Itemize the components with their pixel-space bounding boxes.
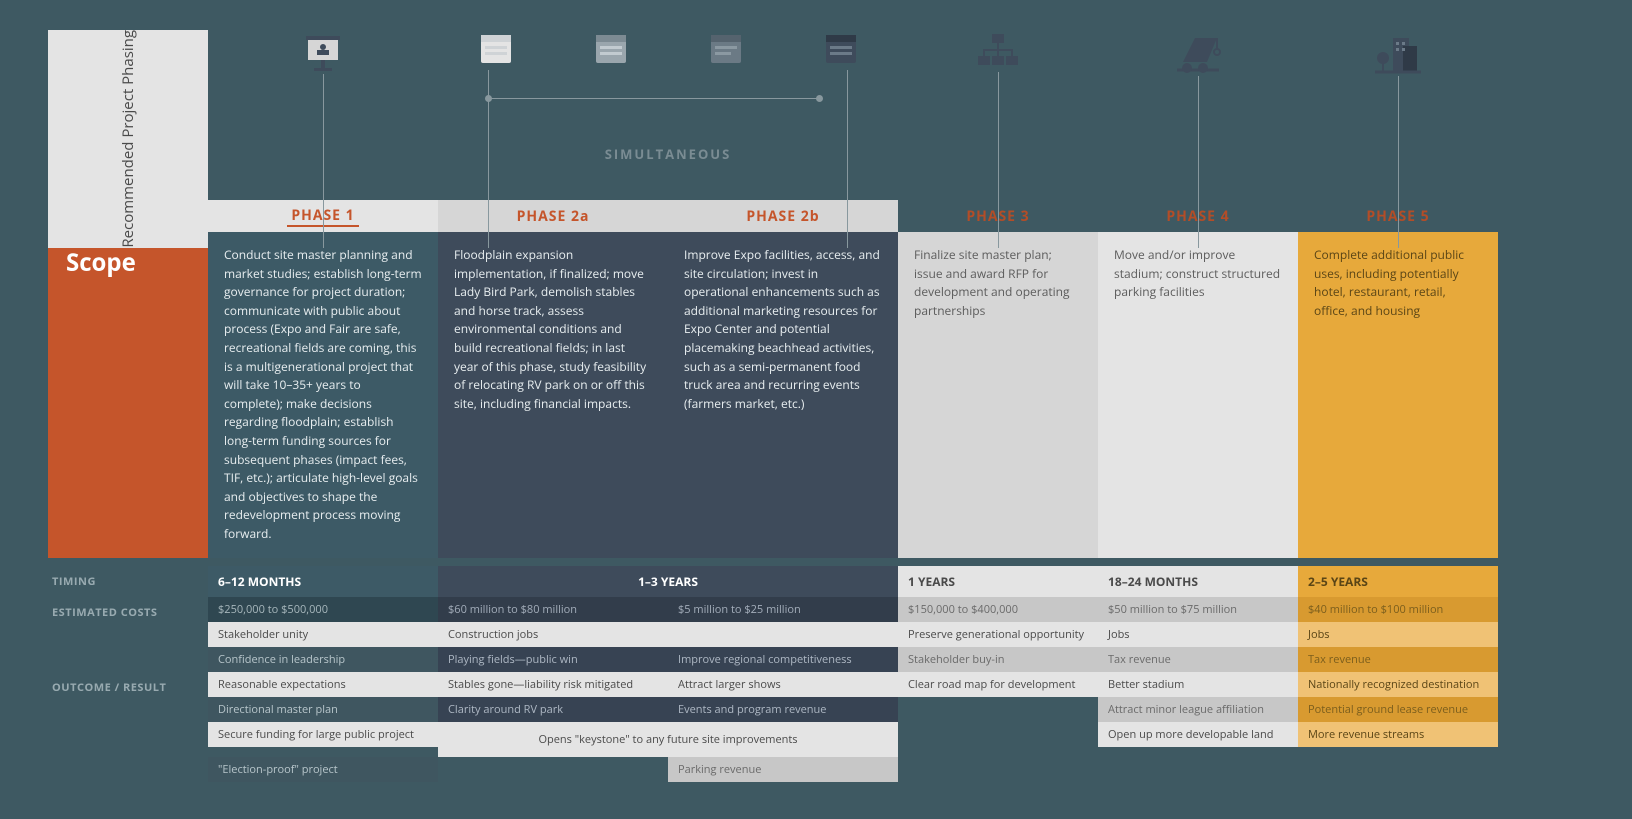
window-faded-icon xyxy=(708,32,744,68)
out-r2-p4: Tax revenue xyxy=(1098,647,1298,672)
out-r3-p5: Nationally recognized destination xyxy=(1298,672,1498,697)
outcome-spacer-2 xyxy=(48,647,208,672)
out-r3-p1: Reasonable expectations xyxy=(208,672,438,697)
cost-p1: $250,000 to $500,000 xyxy=(208,597,438,622)
out-r5-p5: More revenue streams xyxy=(1298,722,1498,747)
scope-p3: Finalize site master plan; issue and awa… xyxy=(898,232,1098,558)
outcome-spacer-6 xyxy=(48,757,208,782)
out-r2-p1: Confidence in leadership xyxy=(208,647,438,672)
out-r3-p2a: Stables gone—liability risk mitigated xyxy=(438,672,668,697)
connector-dot-left xyxy=(485,95,492,102)
outcome-row-1: Stakeholder unity Construction jobs Pres… xyxy=(48,622,1572,647)
out-r1-p2: Construction jobs xyxy=(438,622,898,647)
top-icon-strip: Recommended Project Phasing xyxy=(48,30,1572,200)
simultaneous-connector xyxy=(488,98,818,99)
costs-row-label: ESTIMATED COSTS xyxy=(48,597,208,622)
out-r1-p5: Jobs xyxy=(1298,622,1498,647)
scope-row-label: Scope xyxy=(48,232,208,558)
crane-icon xyxy=(1173,32,1223,76)
out-r1-p3: Preserve generational opportunity xyxy=(898,622,1098,647)
cost-p5: $40 million to $100 million xyxy=(1298,597,1498,622)
cost-p4: $50 million to $75 million xyxy=(1098,597,1298,622)
icon-cell-phase3 xyxy=(898,30,1098,248)
simultaneous-label: SIMULTANEOUS xyxy=(488,145,848,163)
scope-p5: Complete additional public uses, includi… xyxy=(1298,232,1498,558)
window-dark-icon xyxy=(823,32,859,68)
outcome-spacer-5 xyxy=(48,722,208,747)
outcome-row-6: "Election-proof" project Parking revenue xyxy=(48,757,1572,782)
costs-row: ESTIMATED COSTS $250,000 to $500,000 $60… xyxy=(48,597,1572,622)
scope-p1: Conduct site master planning and market … xyxy=(208,232,438,558)
icon-cell-phase2 xyxy=(438,30,898,248)
out-r6-p3 xyxy=(438,757,668,782)
side-label-text: Recommended Project Phasing xyxy=(119,30,138,248)
scope-row: Scope Conduct site master planning and m… xyxy=(48,232,1572,558)
connector-dot-right xyxy=(816,95,823,102)
icon-cell-phase5 xyxy=(1298,30,1498,248)
out-r6-p5 xyxy=(898,757,1098,782)
out-r4-p1: Directional master plan xyxy=(208,697,438,722)
timing-p1: 6–12 MONTHS xyxy=(208,566,438,597)
side-label: Recommended Project Phasing xyxy=(48,30,208,248)
out-keystone: Opens "keystone" to any future site impr… xyxy=(438,722,898,757)
scope-p4: Move and/or improve stadium; construct s… xyxy=(1098,232,1298,558)
icon-cell-phase1 xyxy=(208,30,438,248)
outcome-row-2: Confidence in leadership Playing fields—… xyxy=(48,647,1572,672)
timing-p5: 2–5 YEARS xyxy=(1298,566,1498,597)
org-chart-icon xyxy=(975,32,1021,72)
phasing-infographic: Recommended Project Phasing xyxy=(0,0,1632,802)
timing-p3: 1 YEARS xyxy=(898,566,1098,597)
outcome-row-label: OUTCOME / RESULT xyxy=(48,672,208,697)
timing-p4: 18–24 MONTHS xyxy=(1098,566,1298,597)
cost-p2b: $5 million to $25 million xyxy=(668,597,898,622)
icon-cell-phase4 xyxy=(1098,30,1298,248)
window-light-icon xyxy=(478,32,514,68)
out-r1-p1: Stakeholder unity xyxy=(208,622,438,647)
out-r3-p2b: Attract larger shows xyxy=(668,672,898,697)
out-r5-p1: Secure funding for large public project xyxy=(208,722,438,747)
out-r4-p2b: Events and program revenue xyxy=(668,697,898,722)
out-r2-p5: Tax revenue xyxy=(1298,647,1498,672)
out-r4-p4: Attract minor league affiliation xyxy=(1098,697,1298,722)
out-r1-p4: Jobs xyxy=(1098,622,1298,647)
outcome-row-4: Directional master plan Clarity around R… xyxy=(48,697,1572,722)
out-r3-p4: Better stadium xyxy=(1098,672,1298,697)
outcome-row-3: OUTCOME / RESULT Reasonable expectations… xyxy=(48,672,1572,697)
outcome-spacer-4 xyxy=(48,697,208,722)
out-r2-p2a: Playing fields—public win xyxy=(438,647,668,672)
out-r2-p2b: Improve regional competitiveness xyxy=(668,647,898,672)
out-r4-p5: Potential ground lease revenue xyxy=(1298,697,1498,722)
scope-p2a: Floodplain expansion implementation, if … xyxy=(438,232,668,558)
outcome-row-5: Secure funding for large public project … xyxy=(48,722,1572,757)
out-r6-p4: Parking revenue xyxy=(668,757,898,782)
timing-row: TIMING 6–12 MONTHS 1–3 YEARS 1 YEARS 18–… xyxy=(48,566,1572,597)
cost-p3: $150,000 to $400,000 xyxy=(898,597,1098,622)
presentation-icon xyxy=(302,32,344,74)
scope-p2b: Improve Expo facilities, access, and sit… xyxy=(668,232,898,558)
out-r6-p1: "Election-proof" project xyxy=(208,757,438,782)
timing-row-label: TIMING xyxy=(48,566,208,597)
cost-p2a: $60 million to $80 million xyxy=(438,597,668,622)
out-r5-p3 xyxy=(898,722,1098,747)
out-r4-p3 xyxy=(898,697,1098,722)
window-grey-icon xyxy=(593,32,629,68)
out-r5-p4: Open up more developable land xyxy=(1098,722,1298,747)
city-icon xyxy=(1373,32,1423,76)
timing-p2: 1–3 YEARS xyxy=(438,566,898,597)
out-r3-p3: Clear road map for development xyxy=(898,672,1098,697)
outcome-spacer-1 xyxy=(48,622,208,647)
out-r2-p3: Stakeholder buy-in xyxy=(898,647,1098,672)
out-r4-p2a: Clarity around RV park xyxy=(438,697,668,722)
